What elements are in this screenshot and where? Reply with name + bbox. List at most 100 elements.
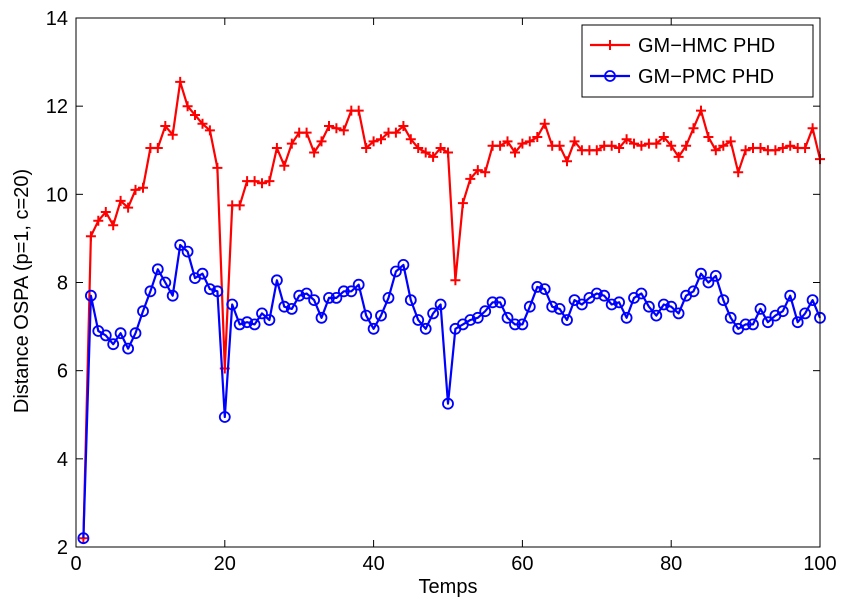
data-point (367, 322, 380, 335)
data-point (330, 291, 343, 304)
data-point (167, 129, 178, 140)
data-point (316, 136, 327, 147)
data-point (376, 134, 386, 145)
y-tick-label: 12 (46, 96, 68, 118)
data-point (614, 143, 625, 153)
data-point (159, 276, 172, 289)
y-axis-label: Distance OSPA (p=1, c=20) (11, 169, 33, 413)
axes-layer: 0 20 40 60 80 100 2 4 6 8 10 12 14 (46, 8, 837, 575)
y-tick-label: 2 (57, 537, 68, 559)
data-point (285, 302, 298, 315)
data-point (278, 300, 291, 313)
data-point (620, 311, 633, 324)
series-2 (77, 239, 826, 545)
data-point (494, 296, 507, 309)
data-point (590, 287, 603, 300)
data-point (130, 184, 141, 195)
data-point (190, 110, 200, 120)
data-point (443, 147, 453, 158)
data-point (412, 314, 425, 326)
data-point (703, 132, 714, 142)
data-point (324, 121, 334, 131)
data-point (569, 136, 580, 147)
data-point (352, 278, 365, 291)
data-point (800, 143, 811, 153)
data-point (629, 138, 639, 149)
data-point (531, 280, 544, 293)
data-point (361, 143, 372, 153)
data-point (204, 125, 215, 136)
legend-label: GM−HMC PHD (638, 35, 775, 57)
data-point (709, 269, 722, 282)
data-point (747, 318, 759, 331)
data-point (502, 136, 513, 147)
x-tick-label: 40 (362, 553, 384, 575)
data-point (532, 132, 543, 142)
data-point (390, 127, 401, 138)
legend-label: GM−PMC PHD (638, 66, 774, 88)
data-point (323, 291, 335, 304)
data-point (300, 287, 313, 300)
data-point (413, 143, 424, 153)
data-point (420, 147, 431, 158)
data-point (174, 239, 187, 251)
data-point (114, 327, 127, 340)
data-point (397, 258, 410, 271)
data-point (517, 138, 528, 149)
data-point (100, 207, 111, 217)
data-point (315, 311, 328, 324)
series-layer (77, 76, 826, 545)
data-point (696, 105, 706, 116)
data-point (271, 143, 282, 153)
data-point (181, 245, 194, 258)
data-point (151, 263, 164, 276)
data-point (687, 285, 700, 298)
data-point (375, 309, 387, 322)
data-point (621, 134, 632, 145)
data-point (264, 176, 275, 187)
y-tick-label: 4 (57, 449, 68, 471)
data-point (241, 316, 254, 329)
data-point (309, 147, 320, 158)
data-point (152, 143, 163, 153)
data-point (457, 198, 468, 209)
data-point (226, 298, 239, 311)
data-point (382, 291, 395, 304)
data-point (523, 300, 536, 313)
data-point (755, 143, 766, 153)
data-point (516, 318, 529, 331)
data-point (122, 342, 135, 355)
data-point (650, 309, 663, 322)
data-point (561, 314, 573, 326)
legend: GM−HMC PHD GM−PMC PHD (581, 24, 814, 98)
data-point (353, 105, 364, 116)
x-tick-label: 80 (660, 553, 682, 575)
data-point (613, 296, 625, 309)
data-point (115, 195, 126, 206)
data-point (197, 118, 208, 129)
data-point (345, 285, 358, 298)
series-line (82, 80, 822, 539)
data-point (286, 138, 297, 149)
legend-entry-2: GM−PMC PHD (590, 66, 774, 88)
data-point (427, 307, 440, 320)
data-point (762, 316, 774, 329)
legend-entry-1: GM−HMC PHD (590, 35, 775, 57)
data-point (643, 300, 655, 313)
data-point (450, 275, 461, 286)
data-point (479, 305, 492, 318)
data-point (419, 322, 432, 335)
data-point (398, 121, 409, 131)
data-point (234, 200, 245, 211)
data-point (739, 318, 752, 331)
data-point (636, 140, 647, 151)
data-point (338, 125, 349, 136)
data-point (368, 136, 379, 147)
data-point (538, 283, 551, 296)
data-point (331, 123, 342, 134)
data-point (218, 411, 231, 423)
data-point (665, 300, 678, 313)
data-point (510, 147, 520, 158)
data-point (635, 287, 648, 300)
